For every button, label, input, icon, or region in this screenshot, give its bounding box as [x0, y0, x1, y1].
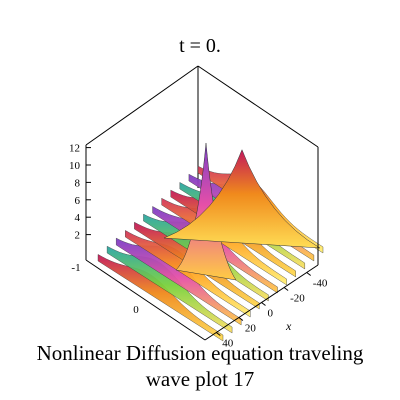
z-tick-label: 4	[75, 212, 81, 224]
x-tick-label: 0	[268, 308, 274, 320]
y-tick-label: -1	[71, 262, 80, 274]
x-tick-label: -40	[313, 278, 328, 290]
x-axis-ticks: -40 -20 0 20 40	[216, 272, 328, 350]
x-tick-mark	[306, 272, 312, 276]
z-tick-label: 2	[75, 230, 81, 242]
x-tick-mark	[283, 287, 289, 291]
z-tick-label: 10	[69, 160, 81, 172]
x-tick-mark	[216, 332, 221, 336]
z-tick-label: 12	[69, 143, 80, 155]
surface-ridges	[97, 142, 324, 342]
y-tick-label: 0	[133, 304, 139, 316]
caption-line-1: Nonlinear Diffusion equation traveling	[36, 341, 364, 365]
x-tick-mark	[238, 317, 244, 321]
x-tick-label: -20	[290, 293, 305, 305]
x-tick-mark	[261, 302, 266, 306]
y-axis-ticks: -1 0	[71, 262, 139, 316]
chart-title: t = 0.	[179, 35, 221, 57]
z-tick-label: 6	[75, 195, 81, 207]
x-axis-label: x	[285, 319, 292, 333]
caption-line-2: wave plot 17	[145, 367, 255, 391]
surface-peak	[163, 149, 321, 249]
z-tick-label: 8	[75, 177, 81, 189]
figure-caption: Nonlinear Diffusion equation traveling w…	[0, 340, 400, 392]
x-tick-label: 20	[245, 323, 257, 335]
x-tick-label: 40	[222, 338, 234, 350]
z-axis-ticks: 2 4 6 8 10 12	[69, 143, 91, 242]
